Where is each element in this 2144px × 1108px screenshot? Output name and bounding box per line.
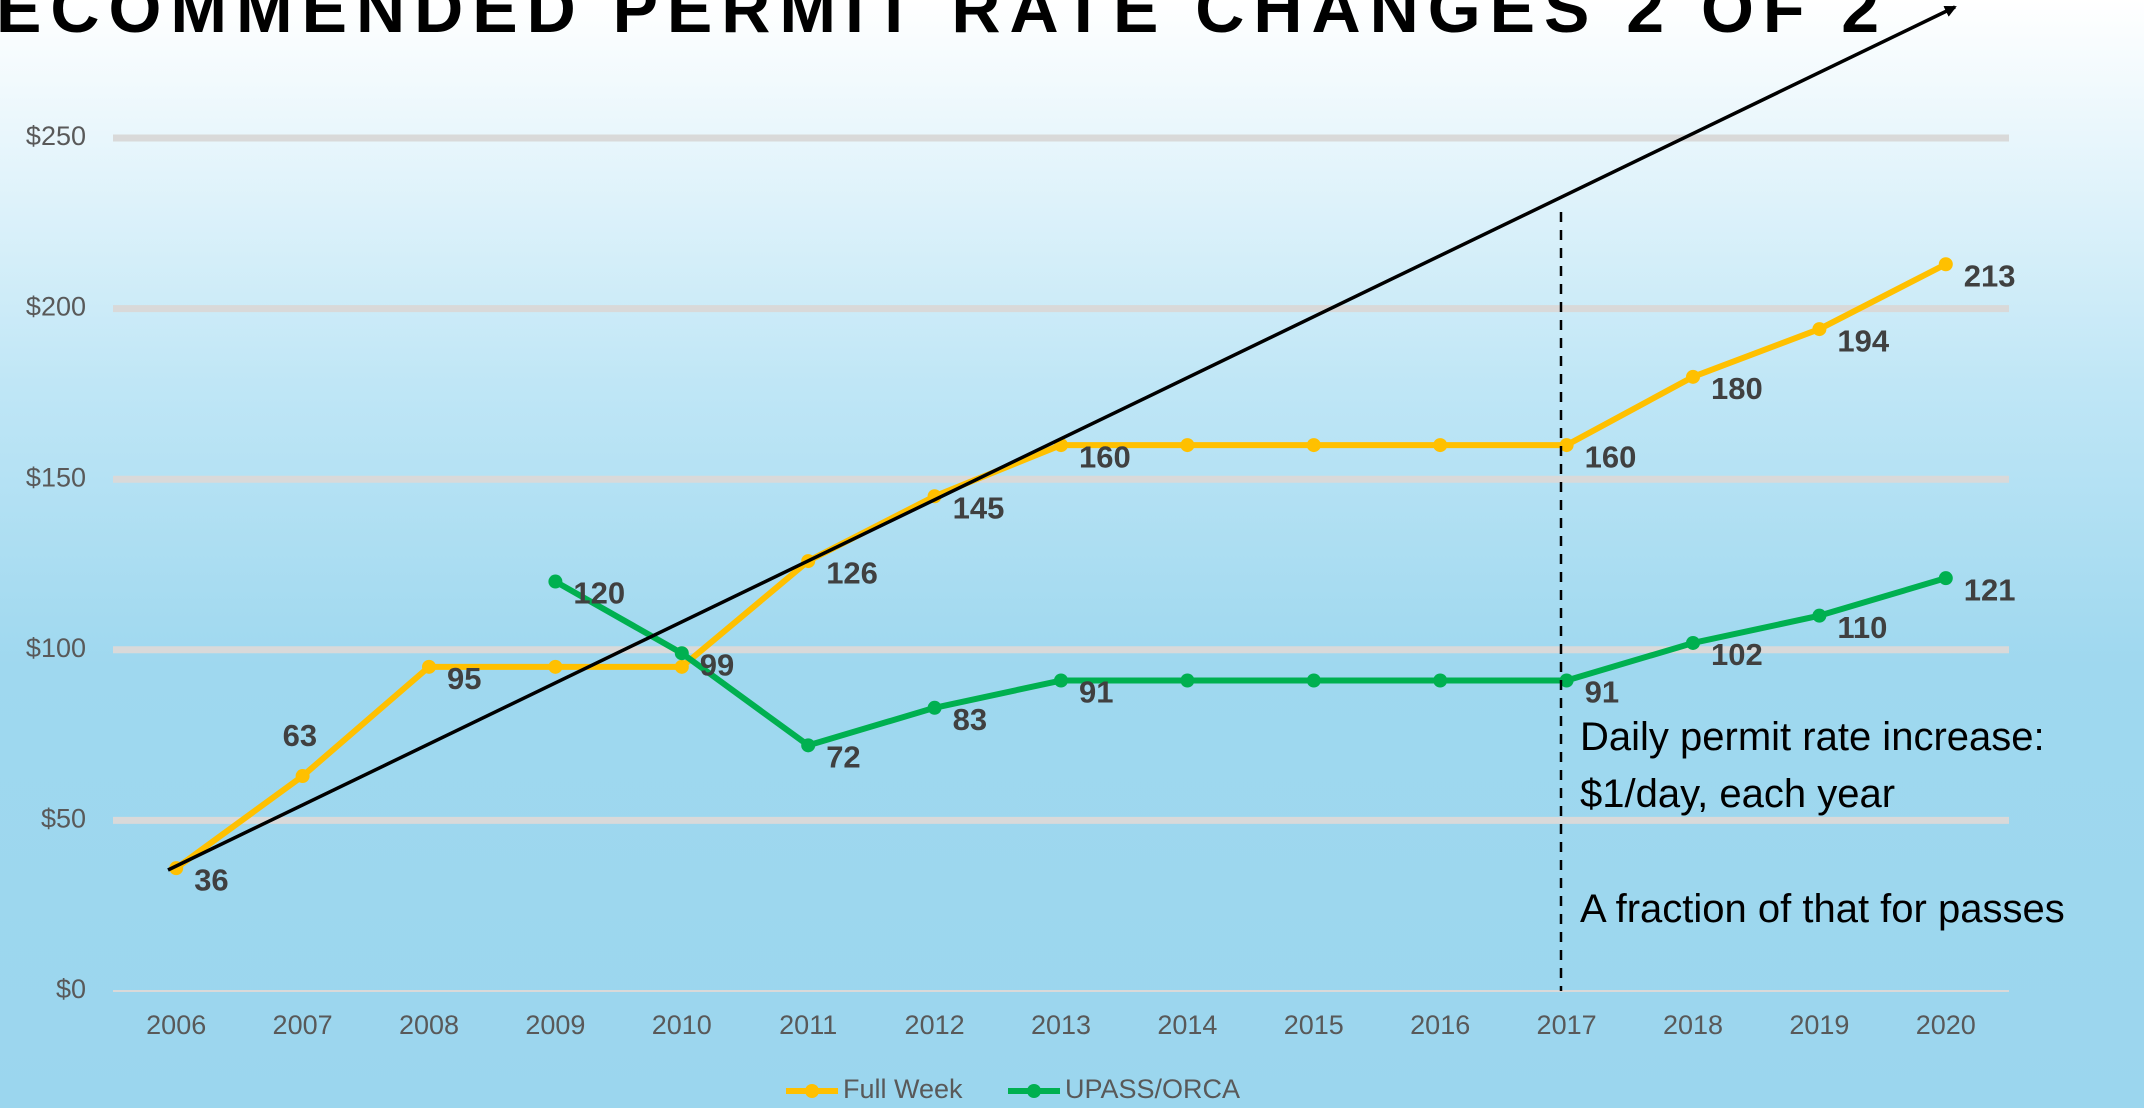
x-tick-label: 2016 [1410, 1010, 1470, 1040]
x-tick-label: 2015 [1284, 1010, 1344, 1040]
data-point [1180, 438, 1195, 453]
data-label: 91 [1585, 675, 1619, 710]
data-label: 194 [1837, 323, 1889, 358]
data-point [674, 646, 689, 661]
data-label: 180 [1711, 371, 1763, 406]
data-point [1433, 673, 1448, 688]
data-point [801, 738, 816, 753]
data-point [1812, 322, 1827, 337]
annotation: $1/day, each year [1580, 772, 1895, 816]
annotation: A fraction of that for passes [1580, 887, 2065, 931]
x-tick-label: 2011 [779, 1010, 837, 1040]
data-point [1686, 369, 1700, 384]
data-label: 72 [826, 740, 860, 775]
data-point [295, 769, 310, 784]
chart-title: ECOMMENDED PERMIT RATE CHANGES 2 OF 2 [0, 0, 1888, 47]
annotation: Daily permit rate increase: [1580, 715, 2045, 759]
x-tick-label: 2008 [399, 1010, 459, 1040]
x-tick-label: 2012 [905, 1010, 965, 1040]
data-label: 110 [1837, 610, 1887, 645]
data-point [1180, 673, 1195, 688]
data-point [1559, 438, 1574, 453]
data-label: 160 [1079, 439, 1131, 474]
x-tick-label: 2009 [525, 1010, 585, 1040]
data-point [1938, 257, 1953, 272]
data-point [1433, 438, 1448, 453]
x-tick-label: 2007 [273, 1010, 333, 1040]
x-tick-label: 2020 [1916, 1010, 1976, 1040]
y-tick-label: $50 [41, 804, 86, 834]
y-tick-label: $200 [26, 292, 86, 322]
data-label: 120 [573, 576, 625, 611]
data-point [1306, 438, 1321, 453]
data-label: 83 [953, 702, 987, 737]
x-tick-label: 2014 [1157, 1010, 1217, 1040]
x-tick-label: 2013 [1031, 1010, 1091, 1040]
data-point [1054, 673, 1068, 688]
x-tick-label: 2010 [652, 1010, 712, 1040]
data-point [422, 659, 436, 674]
y-tick-label: $150 [26, 462, 86, 492]
data-point [1686, 635, 1700, 650]
legend-marker [805, 1084, 819, 1098]
data-point [674, 659, 689, 674]
legend-label: Full Week [843, 1074, 963, 1104]
data-label: 95 [447, 661, 481, 696]
y-tick-label: $0 [56, 974, 86, 1004]
x-tick-label: 2019 [1789, 1010, 1849, 1040]
x-tick-label: 2017 [1537, 1010, 1597, 1040]
data-point [1812, 608, 1827, 623]
x-tick-label: 2018 [1663, 1010, 1723, 1040]
data-point [1306, 673, 1321, 688]
data-point [548, 574, 563, 589]
data-label: 102 [1711, 637, 1763, 672]
data-label: 99 [700, 647, 734, 682]
legend-label: UPASS/ORCA [1065, 1074, 1240, 1104]
series-line [553, 575, 1947, 749]
data-label: 91 [1079, 675, 1113, 710]
data-label: 160 [1585, 439, 1637, 474]
trend-arrow [167, 5, 1957, 872]
x-tick-label: 2006 [146, 1010, 206, 1040]
data-label: 145 [953, 490, 1005, 525]
legend-marker [1027, 1084, 1041, 1098]
y-tick-label: $100 [26, 633, 86, 663]
data-label: 63 [283, 718, 317, 753]
data-label: 126 [826, 555, 878, 590]
y-tick-label: $250 [26, 121, 86, 151]
data-point [1559, 673, 1574, 688]
data-label: 36 [194, 862, 228, 897]
data-label: 213 [1964, 258, 2016, 293]
data-point [548, 659, 563, 674]
data-label: 121 [1964, 572, 2016, 607]
data-point [1938, 571, 1953, 586]
data-point [927, 700, 942, 715]
